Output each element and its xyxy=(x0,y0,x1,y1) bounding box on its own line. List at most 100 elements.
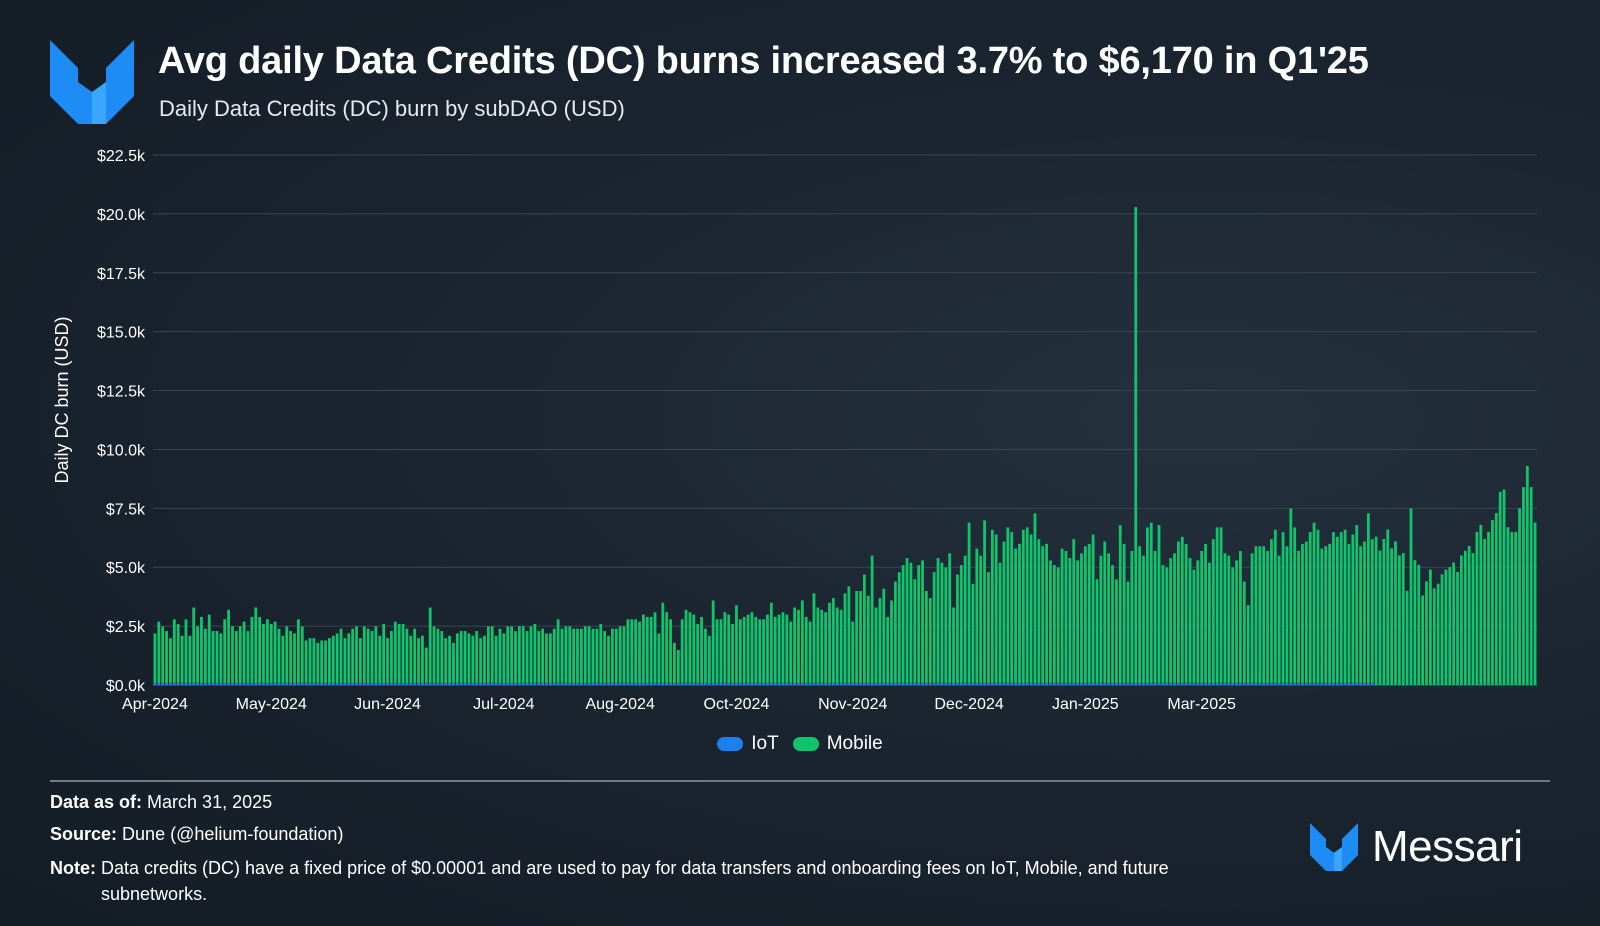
bar-iot xyxy=(494,682,498,685)
bar-iot xyxy=(587,682,591,685)
bar-iot xyxy=(231,682,234,685)
bar-mobile xyxy=(603,631,607,683)
bar-iot xyxy=(1277,682,1281,685)
bar-iot xyxy=(1099,682,1103,685)
bar-mobile xyxy=(595,628,599,683)
bar-mobile xyxy=(498,628,502,683)
bar-mobile xyxy=(351,628,355,683)
bar-mobile xyxy=(607,635,610,683)
bar-mobile xyxy=(1378,550,1382,685)
bar-mobile xyxy=(459,631,463,683)
bar-iot xyxy=(812,682,816,685)
bar-iot xyxy=(1177,682,1180,685)
messari-brand-icon xyxy=(1310,823,1358,871)
bar-mobile xyxy=(1417,564,1421,685)
bar-mobile xyxy=(1421,595,1425,685)
bar-iot xyxy=(1010,682,1014,685)
bar-iot xyxy=(905,682,909,685)
bar-mobile xyxy=(312,638,316,683)
bar-iot xyxy=(622,682,626,685)
bar-mobile xyxy=(731,623,734,683)
y-tick-label: $7.5k xyxy=(106,501,146,518)
bar-mobile xyxy=(1397,555,1401,685)
bar-mobile xyxy=(401,623,405,683)
bar-iot xyxy=(874,682,878,685)
bar-iot xyxy=(692,682,696,685)
bar-iot xyxy=(541,682,545,685)
bar-mobile xyxy=(824,612,828,683)
bar-iot xyxy=(1293,682,1297,685)
legend-item-mobile[interactable]: Mobile xyxy=(792,733,883,755)
legend-label-mobile: Mobile xyxy=(826,733,883,754)
bar-mobile xyxy=(1370,539,1374,683)
source-label: Source: xyxy=(50,824,118,844)
bar-mobile xyxy=(831,598,835,683)
bar-mobile xyxy=(1297,550,1300,683)
bar-mobile xyxy=(626,619,630,683)
bar-iot xyxy=(711,682,715,685)
bar-iot xyxy=(1328,682,1331,685)
bar-mobile xyxy=(192,607,196,683)
bar-iot xyxy=(401,682,405,685)
bar-iot xyxy=(750,682,754,685)
bar-mobile xyxy=(793,607,796,683)
bar-iot xyxy=(959,682,963,685)
bar-iot xyxy=(1192,682,1196,685)
bar-iot xyxy=(859,682,862,685)
bar-mobile xyxy=(909,562,913,683)
bar-iot xyxy=(514,682,517,685)
bar-mobile xyxy=(1273,529,1277,683)
bar-mobile xyxy=(203,628,207,683)
bar-mobile xyxy=(804,616,808,683)
bar-mobile xyxy=(529,626,533,683)
bar-mobile xyxy=(894,581,897,683)
bar-mobile xyxy=(552,628,556,683)
bar-mobile xyxy=(510,626,513,683)
x-tick-label: Jul-2024 xyxy=(473,696,534,713)
bar-mobile xyxy=(688,612,692,683)
bar-mobile xyxy=(262,623,265,683)
bar-mobile xyxy=(382,623,386,683)
bar-iot xyxy=(940,682,944,685)
bar-iot xyxy=(909,682,913,685)
bar-iot xyxy=(1219,682,1223,685)
bar-mobile xyxy=(1072,539,1076,683)
bar-mobile xyxy=(525,631,529,683)
bar-mobile xyxy=(676,649,680,683)
bar-iot xyxy=(804,682,808,685)
bar-iot xyxy=(258,682,262,685)
bar-mobile xyxy=(866,595,870,683)
bar-mobile xyxy=(374,626,378,683)
bar-mobile xyxy=(157,621,161,683)
bar-iot xyxy=(607,682,610,685)
bar-mobile xyxy=(366,628,370,683)
bar-mobile xyxy=(1386,529,1390,685)
bar-mobile xyxy=(1382,538,1386,685)
bar-mobile xyxy=(1177,541,1180,683)
bar-iot xyxy=(351,682,355,685)
bar-mobile xyxy=(746,614,750,683)
bar-mobile xyxy=(1126,581,1130,683)
bar-iot xyxy=(862,682,866,685)
bar-mobile xyxy=(1099,555,1103,683)
bar-iot xyxy=(735,682,738,685)
bar-iot xyxy=(820,682,824,685)
bar-mobile xyxy=(502,633,506,683)
bar-mobile xyxy=(483,635,486,683)
bar-mobile xyxy=(1076,560,1079,683)
y-tick-label: $10.0k xyxy=(97,442,146,459)
bar-mobile xyxy=(440,631,444,683)
bar-mobile xyxy=(324,640,327,683)
bar-iot xyxy=(382,682,386,685)
y-axis-label: Daily DC burn (USD) xyxy=(52,316,72,483)
y-tick-label: $0.0k xyxy=(106,678,146,695)
legend-item-iot[interactable]: IoT xyxy=(717,733,779,755)
bar-mobile xyxy=(762,619,765,683)
bar-mobile xyxy=(1514,531,1518,685)
x-tick-label: Jun-2024 xyxy=(354,696,421,713)
bar-iot xyxy=(370,682,374,685)
bar-iot xyxy=(742,682,746,685)
footer-note: Note: Data credits (DC) have a fixed pri… xyxy=(50,855,1310,907)
bar-iot xyxy=(1223,682,1227,685)
bar-mobile xyxy=(758,619,762,683)
